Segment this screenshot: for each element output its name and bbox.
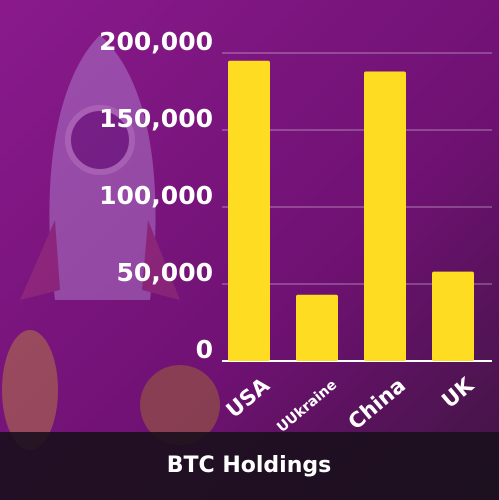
- chart-title: BTC Holdings: [167, 453, 331, 478]
- y-tick-label: 200,000: [99, 27, 213, 56]
- bar: [228, 60, 270, 361]
- y-tick-label: 100,000: [99, 181, 213, 210]
- bar: [432, 271, 474, 361]
- y-tick-label: 0: [196, 335, 213, 364]
- bar: [364, 71, 406, 361]
- y-tick-label: 50,000: [117, 258, 213, 287]
- title-bar: [0, 432, 499, 500]
- rocket-illustration: [2, 35, 220, 450]
- y-tick-label: 150,000: [99, 104, 213, 133]
- bar: [296, 294, 338, 361]
